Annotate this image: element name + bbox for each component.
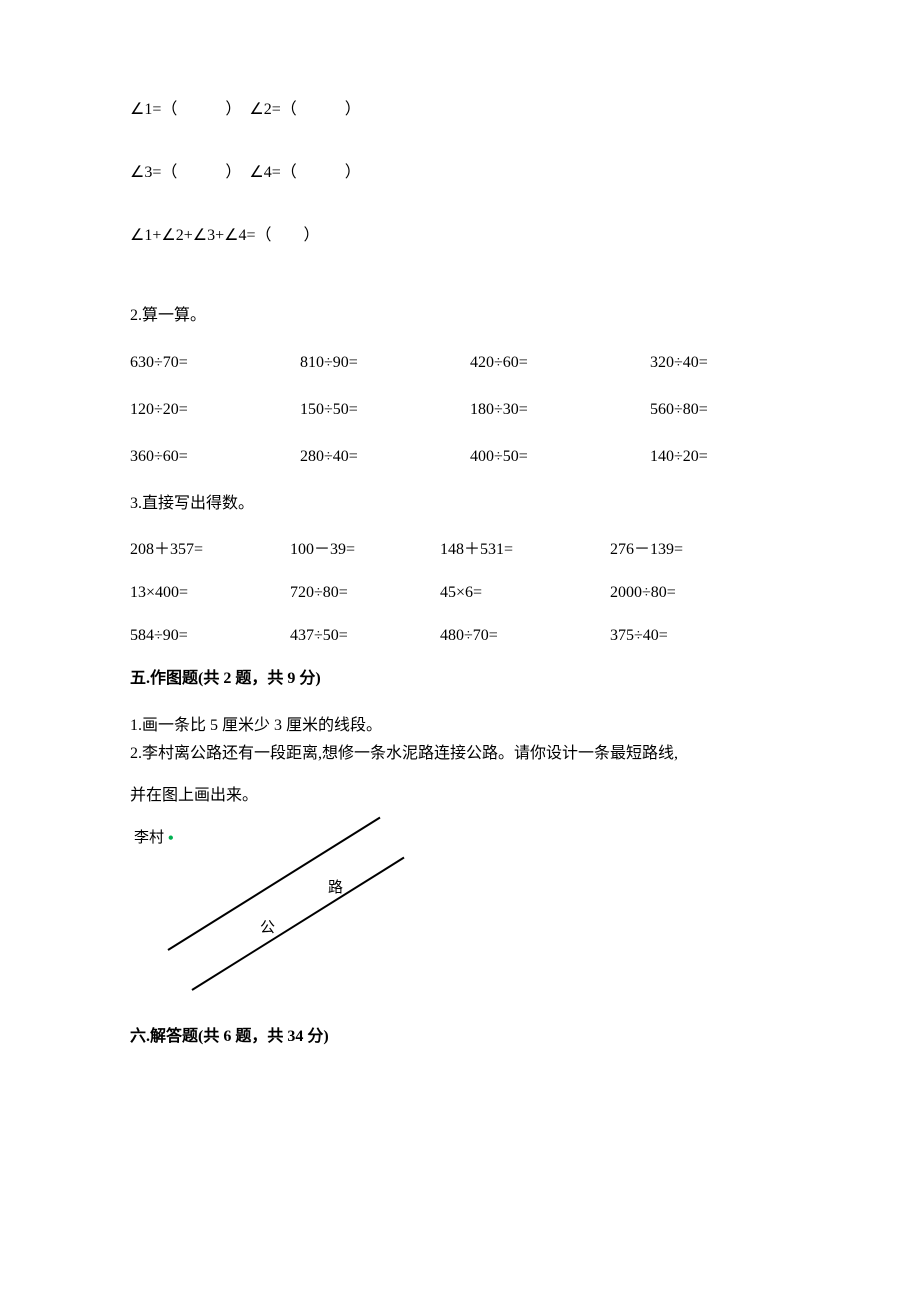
q3-cell: 276－139=: [610, 540, 790, 561]
q3-heading: 3.直接写出得数。: [130, 494, 790, 515]
q2-cell: 320÷40=: [650, 353, 790, 374]
q3-cell: 2000÷80=: [610, 583, 790, 604]
q2-heading: 2.算一算。: [130, 306, 790, 327]
angle-sum-line: ∠1+∠2+∠3+∠4=（ ）: [130, 226, 790, 247]
angle3-close: ）: [225, 163, 241, 184]
angle2-close: ）: [345, 100, 361, 121]
q2-cell: 150÷50=: [300, 400, 470, 421]
q2-cell: 120÷20=: [130, 400, 300, 421]
q2-cell: 810÷90=: [300, 353, 470, 374]
q3-cell: 45×6=: [440, 583, 610, 604]
q3-cell: 13×400=: [130, 583, 290, 604]
q3-grid: 208＋357=100－39=148＋531=276－139= 13×400=72…: [130, 540, 790, 646]
q3-cell: 584÷90=: [130, 626, 290, 647]
angle-sum-prefix: ∠1+∠2+∠3+∠4=（: [130, 226, 271, 247]
road-figure: 李村 • 路 公: [130, 827, 420, 987]
road-char-gong: 公: [260, 919, 275, 939]
village-label: 李村: [134, 829, 164, 849]
angle3-blank: [185, 163, 217, 184]
section5-p2a: 2.李村离公路还有一段距离,想修一条水泥路连接公路。请你设计一条最短路线,: [130, 740, 790, 769]
q2-cell: 630÷70=: [130, 353, 300, 374]
angle4-close: ）: [345, 163, 361, 184]
angle4-blank: [305, 163, 337, 184]
section5-p1: 1.画一条比 5 厘米少 3 厘米的线段。: [130, 712, 790, 741]
q2-cell: 140÷20=: [650, 447, 790, 468]
angle1-blank: [185, 100, 217, 121]
angle-sum-blank: [271, 226, 303, 247]
q2-grid: 630÷70=810÷90=420÷60=320÷40= 120÷20=150÷5…: [130, 353, 790, 467]
section5-p2b: 并在图上画出来。: [130, 775, 790, 817]
q2-cell: 420÷60=: [470, 353, 650, 374]
q3-cell: 375÷40=: [610, 626, 790, 647]
q3-cell: 100－39=: [290, 540, 440, 561]
q3-cell: 148＋531=: [440, 540, 610, 561]
village-dot-icon: •: [168, 829, 174, 850]
village-label-group: 李村 •: [134, 829, 174, 850]
q3-cell: 437÷50=: [290, 626, 440, 647]
section5-title: 五.作图题(共 2 题，共 9 分): [130, 669, 790, 690]
q2-cell: 400÷50=: [470, 447, 650, 468]
angle2-prefix: ∠2=（: [249, 100, 296, 121]
q2-cell: 280÷40=: [300, 447, 470, 468]
section6-title: 六.解答题(共 6 题，共 34 分): [130, 1027, 790, 1048]
q2-cell: 560÷80=: [650, 400, 790, 421]
angle3-prefix: ∠3=（: [130, 163, 177, 184]
angle4-prefix: ∠4=（: [249, 163, 296, 184]
angle-sum-close: ）: [304, 226, 320, 247]
q2-cell: 180÷30=: [470, 400, 650, 421]
angle1-close: ）: [225, 100, 241, 121]
q2-cell: 360÷60=: [130, 447, 300, 468]
angle-line-1: ∠1=（ ） ∠2=（ ）: [130, 100, 790, 121]
q3-cell: 480÷70=: [440, 626, 610, 647]
road-line-upper: [191, 856, 404, 990]
q3-cell: 720÷80=: [290, 583, 440, 604]
angle2-blank: [305, 100, 337, 121]
angle-line-2: ∠3=（ ） ∠4=（ ）: [130, 163, 790, 184]
angle1-prefix: ∠1=（: [130, 100, 177, 121]
q3-cell: 208＋357=: [130, 540, 290, 561]
